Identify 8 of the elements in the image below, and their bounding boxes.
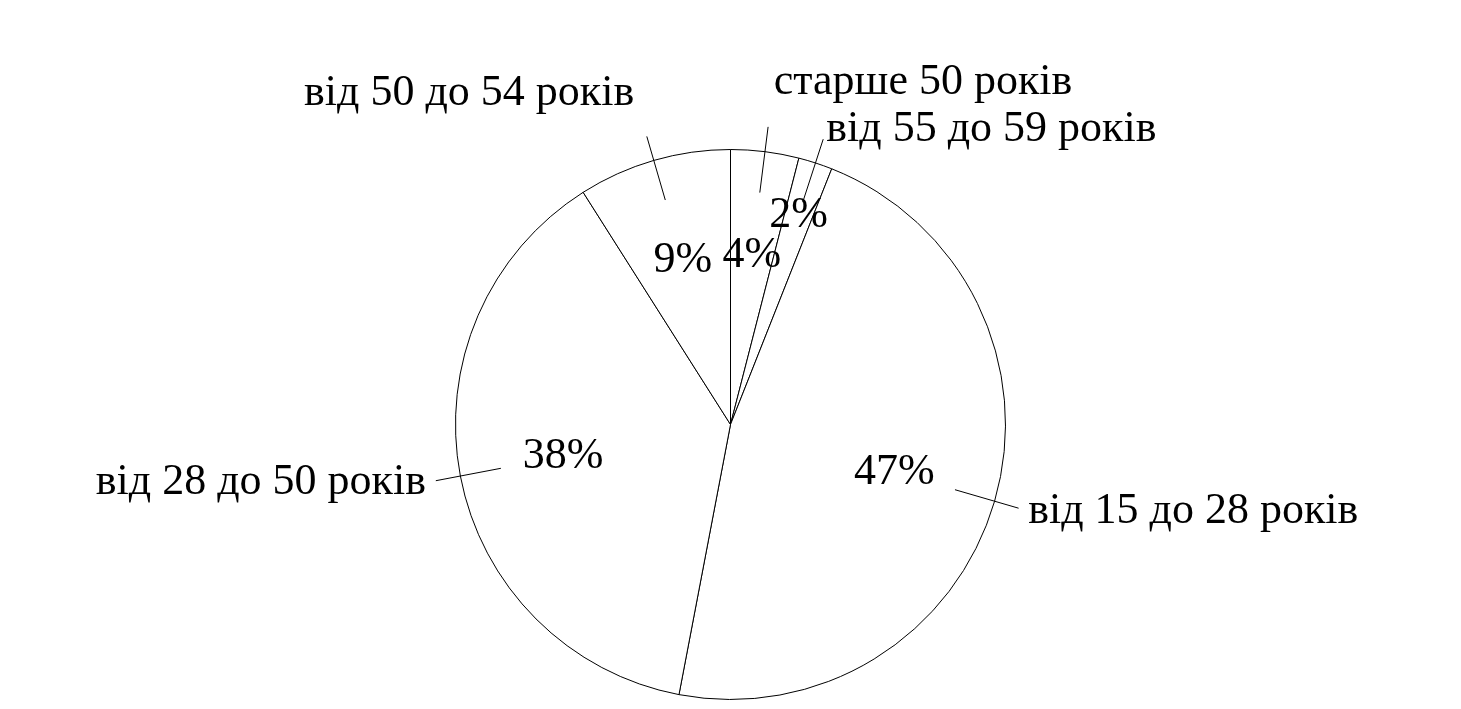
data-label: 9% <box>653 233 713 283</box>
data-label: 47% <box>853 444 935 494</box>
slice-label: старше 50 років <box>773 54 1073 104</box>
data-label: 38% <box>522 429 604 479</box>
slice-label: від 28 до 50 років <box>95 455 426 505</box>
slice-label: від 15 до 28 років <box>1028 483 1359 533</box>
slice-label: від 55 до 59 років <box>826 102 1157 152</box>
slice-label: від 50 до 54 років <box>304 65 635 115</box>
